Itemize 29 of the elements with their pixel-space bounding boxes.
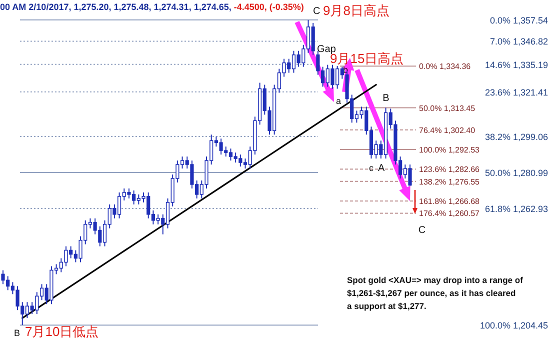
ref-line-label: 0.0% 1,357.54 xyxy=(490,15,548,26)
ref-line-label: 50.0% 1,313.45 xyxy=(419,104,476,113)
annotation: Gap xyxy=(317,44,336,55)
ref-line-label: 76.4% 1,302.40 xyxy=(419,126,476,135)
ref-line-label: 161.8% 1,266.68 xyxy=(419,197,480,206)
chart-subtitle: -4.4500, (-0.35%) xyxy=(231,2,304,12)
annotation: c xyxy=(369,163,374,173)
ref-line-label: 100.0% 1,204.45 xyxy=(480,320,548,331)
annotation: C xyxy=(313,6,320,17)
chart-title: 00 AM 2/10/2017, 1,275.20, 1,275.48, 1,274.31, 1,274.65, xyxy=(0,2,232,12)
ref-line-label: 0.0% 1,334.36 xyxy=(419,62,472,72)
annotation: B xyxy=(382,93,390,104)
ref-line-label: 123.6% 1,282.66 xyxy=(419,165,480,174)
annotation: Spot gold <XAU=> may drop into a range of $1,261-$1,267 per ounce, as it has cleared a support at $1,277. xyxy=(347,275,524,311)
ref-line-label: 14.6% 1,335.19 xyxy=(484,60,548,70)
ref-line-label: 50.0% 1,280.99 xyxy=(484,168,548,178)
ref-line-label: 176.4% 1,260.57 xyxy=(419,209,480,218)
ref-line-label: 61.8% 1,262.93 xyxy=(484,204,548,214)
text: C xyxy=(418,225,426,236)
ref-line-label: 23.6% 1,321.41 xyxy=(484,87,548,98)
annotation: A xyxy=(378,163,385,174)
annotation: 9月8日高点 xyxy=(323,3,390,18)
ref-line-label: 38.2% 1,299.06 xyxy=(484,132,548,142)
ref-line-label: 100.0% 1,292.53 xyxy=(419,146,480,154)
ref-line-label: 138.2% 1,276.55 xyxy=(419,177,480,186)
annotation: 7月10日低点 xyxy=(25,324,99,339)
annotation: B xyxy=(14,328,20,338)
ref-line-label: 7.0% 1,346.82 xyxy=(490,36,548,47)
annotation: a xyxy=(336,96,342,106)
